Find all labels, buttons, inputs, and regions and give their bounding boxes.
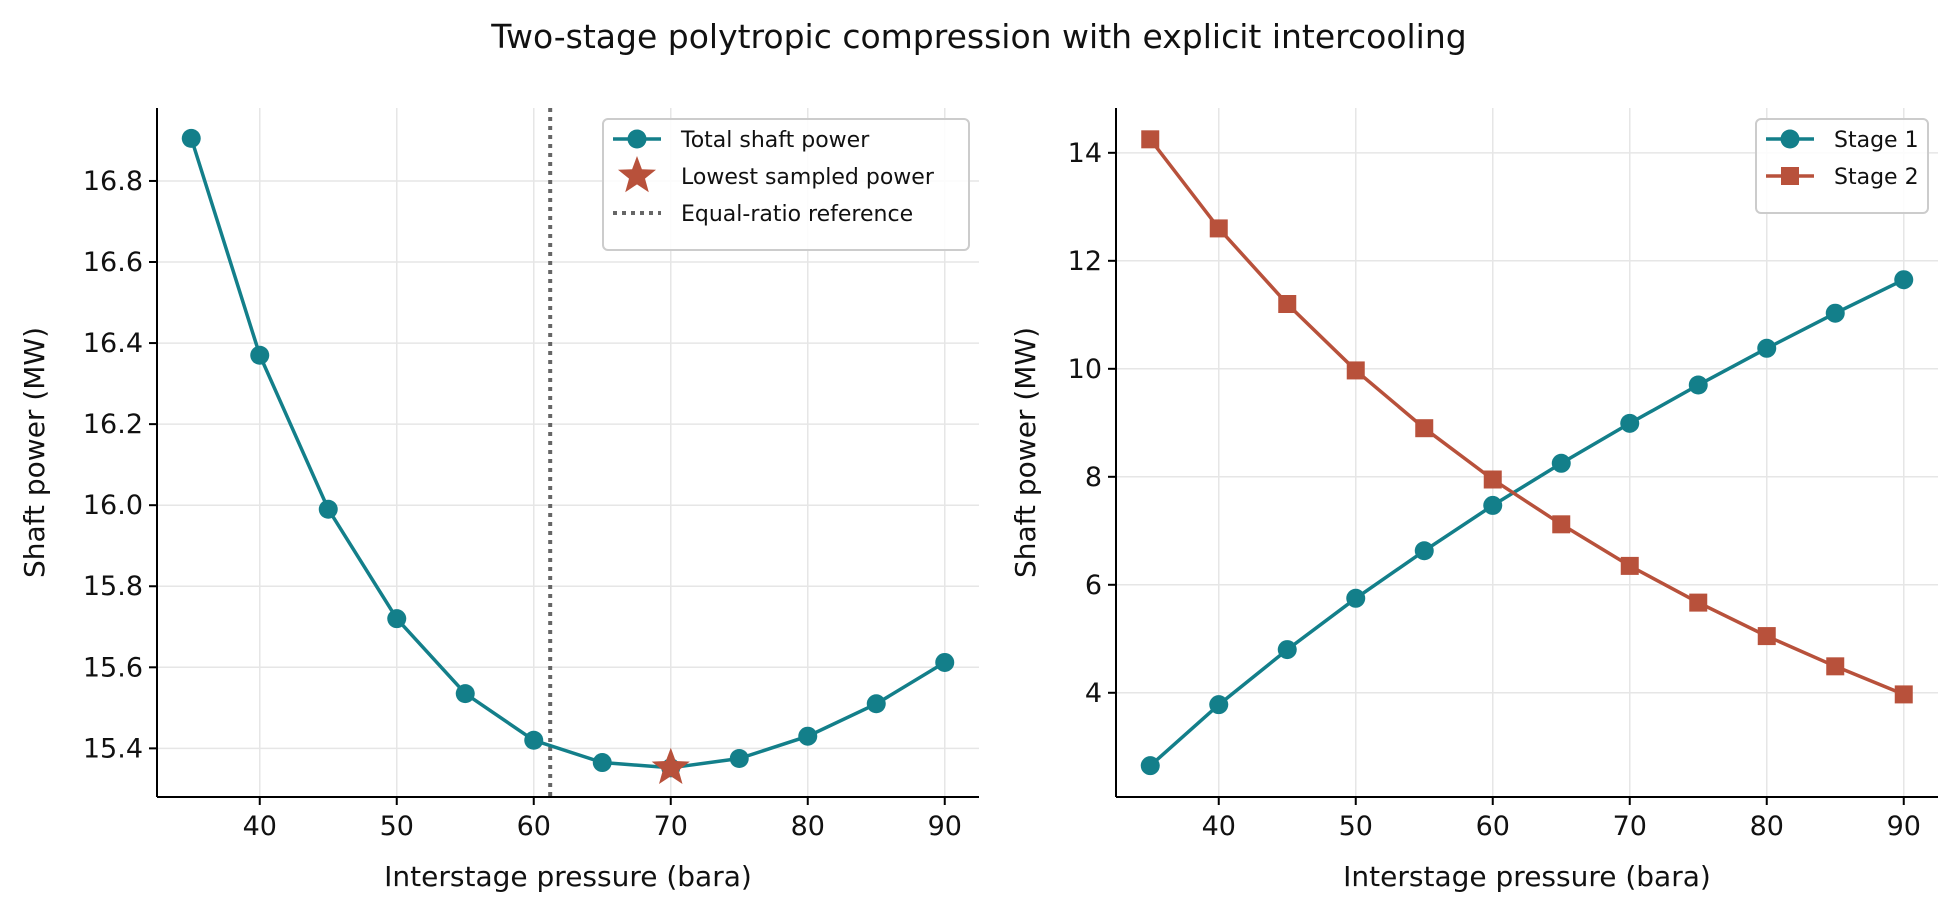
x-tick-label: 60 bbox=[1476, 811, 1510, 842]
data-point-total-shaft-power bbox=[798, 726, 818, 746]
x-axis-label: Interstage pressure (bara) bbox=[1343, 860, 1711, 893]
y-tick-label: 15.6 bbox=[83, 652, 143, 683]
legend-label: Equal-ratio reference bbox=[681, 202, 913, 227]
legend-marker-swatch bbox=[627, 129, 647, 149]
data-point-stage-2 bbox=[1346, 361, 1365, 380]
data-point-stage-2 bbox=[1689, 593, 1708, 612]
data-point-total-shaft-power bbox=[592, 753, 612, 773]
data-point-stage-2 bbox=[1757, 627, 1776, 646]
data-point-stage-1 bbox=[1140, 756, 1160, 776]
y-tick-label: 12 bbox=[1068, 246, 1102, 277]
data-point-total-shaft-power bbox=[729, 748, 749, 768]
x-tick-label: 40 bbox=[1202, 811, 1236, 842]
figure-title: Two-stage polytropic compression with ex… bbox=[490, 17, 1466, 56]
data-point-stage-2 bbox=[1209, 219, 1228, 238]
data-point-stage-2 bbox=[1894, 685, 1913, 704]
data-point-total-shaft-power bbox=[455, 684, 475, 704]
data-point-stage-1 bbox=[1551, 453, 1571, 473]
data-point-stage-1 bbox=[1688, 375, 1708, 395]
data-point-stage-1 bbox=[1209, 695, 1229, 715]
series-line-stage-1 bbox=[1149, 278, 1905, 768]
data-point-total-shaft-power bbox=[935, 652, 955, 672]
y-axis-label: Shaft power (MW) bbox=[1009, 327, 1042, 578]
legend-marker-swatch bbox=[1780, 129, 1800, 149]
legend-label: Total shaft power bbox=[680, 128, 870, 153]
y-tick-label: 15.8 bbox=[83, 571, 143, 602]
data-point-stage-2 bbox=[1620, 556, 1639, 575]
data-point-stage-1 bbox=[1277, 640, 1297, 660]
data-point-stage-1 bbox=[1757, 338, 1777, 358]
x-tick-label: 50 bbox=[1339, 811, 1373, 842]
x-tick-label: 70 bbox=[1613, 811, 1647, 842]
data-point-stage-1 bbox=[1825, 303, 1845, 323]
y-tick-label: 16.8 bbox=[83, 166, 143, 197]
data-point-stage-2 bbox=[1415, 419, 1434, 438]
x-axis-label: Interstage pressure (bara) bbox=[384, 860, 752, 893]
y-tick-label: 16.6 bbox=[83, 247, 143, 278]
series-line-total-shaft-power bbox=[189, 137, 946, 770]
x-tick-label: 90 bbox=[1887, 811, 1921, 842]
data-point-total-shaft-power bbox=[181, 128, 201, 148]
data-point-stage-2 bbox=[1141, 130, 1160, 149]
y-tick-label: 4 bbox=[1085, 678, 1102, 709]
legend-star-swatch bbox=[618, 156, 656, 193]
x-tick-label: 60 bbox=[517, 811, 551, 842]
legend-box bbox=[602, 118, 970, 251]
legend-label: Lowest sampled power bbox=[681, 165, 935, 190]
y-tick-label: 10 bbox=[1068, 354, 1102, 385]
x-tick-label: 50 bbox=[380, 811, 414, 842]
y-axis-label: Shaft power (MW) bbox=[18, 327, 51, 578]
y-tick-label: 8 bbox=[1085, 462, 1102, 493]
left-panel-total-power: 40 50 60 70 80 90 15.4 15.6 15.8 16.0 16.2 16.4 16.6… bbox=[18, 108, 979, 893]
x-tick-label: 40 bbox=[243, 811, 277, 842]
y-tick-label: 16.0 bbox=[83, 490, 143, 521]
right-panel-stage-power: 40 50 60 70 80 90 4 6 8 10 12 14 Interstage pressure… bbox=[1009, 108, 1938, 893]
data-point-stage-2 bbox=[1278, 295, 1297, 314]
y-tick-label: 16.2 bbox=[83, 409, 143, 440]
data-point-stage-1 bbox=[1414, 541, 1434, 561]
data-point-stage-1 bbox=[1346, 588, 1366, 608]
series-line-stage-2 bbox=[1148, 138, 1905, 697]
data-point-stage-2 bbox=[1552, 515, 1571, 534]
y-tick-label: 15.4 bbox=[83, 733, 143, 764]
legend-marker-swatch bbox=[1781, 167, 1799, 185]
x-tick-label: 90 bbox=[928, 811, 962, 842]
y-tick-label: 16.4 bbox=[83, 328, 143, 359]
data-point-stage-1 bbox=[1483, 495, 1503, 515]
x-tick-label: 70 bbox=[654, 811, 688, 842]
lowest-power-star-marker bbox=[651, 747, 690, 784]
legend-box bbox=[1755, 118, 1929, 214]
data-point-stage-2 bbox=[1483, 470, 1502, 489]
x-tick-label: 80 bbox=[791, 811, 825, 842]
data-point-stage-2 bbox=[1826, 657, 1845, 676]
data-point-stage-1 bbox=[1894, 270, 1914, 290]
data-point-total-shaft-power bbox=[866, 694, 886, 714]
data-point-stage-1 bbox=[1620, 413, 1640, 433]
legend-label: Stage 2 bbox=[1834, 165, 1919, 190]
data-point-total-shaft-power bbox=[318, 499, 338, 519]
legend-label: Stage 1 bbox=[1834, 128, 1919, 153]
data-point-total-shaft-power bbox=[387, 609, 407, 629]
y-tick-label: 6 bbox=[1085, 570, 1102, 601]
data-point-total-shaft-power bbox=[250, 345, 270, 365]
y-tick-label: 14 bbox=[1068, 138, 1102, 169]
x-tick-label: 80 bbox=[1750, 811, 1784, 842]
data-point-total-shaft-power bbox=[524, 730, 544, 750]
